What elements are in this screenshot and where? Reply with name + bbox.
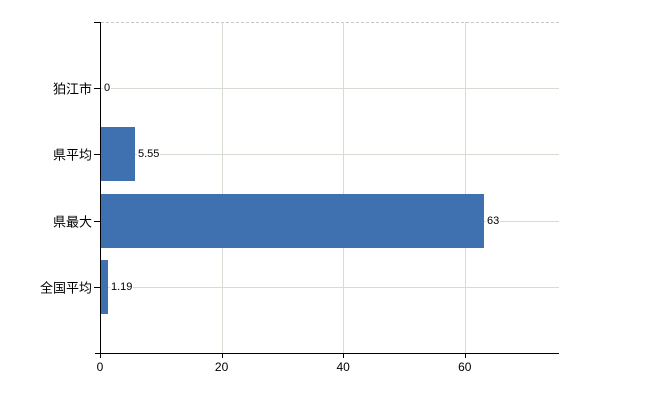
bar: [101, 260, 108, 314]
x-tick: [221, 353, 223, 358]
x-gridline: [464, 22, 466, 353]
y-tick: [94, 154, 100, 155]
x-tick-label: 0: [96, 360, 104, 374]
category-label: 全国平均: [39, 280, 92, 296]
category-gridline: [101, 154, 559, 155]
category-label: 狛江市: [52, 81, 92, 97]
y-axis-line: [100, 22, 101, 353]
y-tick: [94, 221, 100, 222]
y-tick: [94, 88, 100, 89]
category-label: 県最大: [52, 214, 92, 230]
y-axis-top-tick: [94, 22, 100, 23]
plot-area: [100, 22, 559, 353]
bar-value-label: 63: [486, 215, 501, 227]
x-tick-label: 60: [458, 360, 472, 374]
bar-value-label: 1.19: [110, 281, 134, 293]
bar: [101, 194, 484, 248]
x-tick-label: 20: [214, 360, 229, 374]
y-tick: [94, 287, 100, 288]
x-gridline: [221, 22, 223, 353]
bar-value-label: 5.55: [137, 148, 161, 160]
category-label: 県平均: [52, 147, 92, 163]
plot-top-border: [101, 22, 559, 23]
bar: [101, 127, 135, 181]
x-tick: [343, 353, 345, 358]
x-tick-label: 40: [336, 360, 350, 374]
x-gridline: [343, 22, 345, 353]
category-gridline: [101, 88, 559, 89]
x-tick: [464, 353, 466, 358]
x-axis-line: [95, 353, 559, 354]
bar-value-label: 0: [103, 82, 112, 94]
category-gridline: [101, 287, 559, 288]
x-tick: [100, 353, 101, 358]
